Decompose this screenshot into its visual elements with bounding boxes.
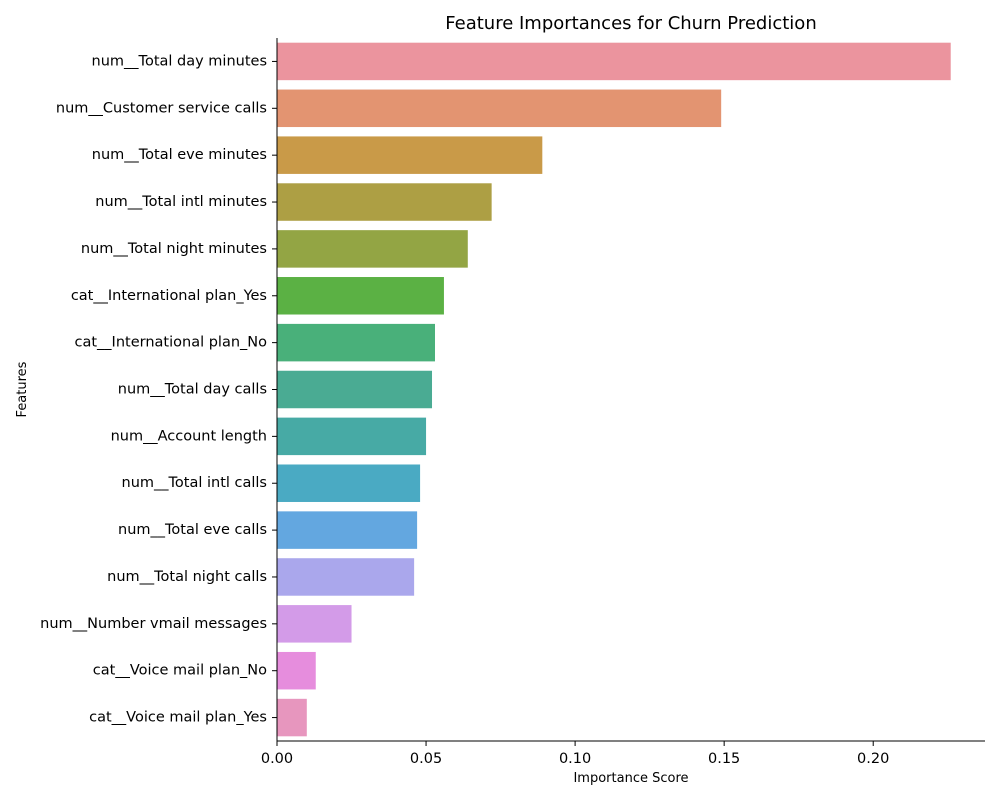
y-tick-label: num__Total eve minutes (92, 147, 267, 163)
x-tick-label: 0.15 (708, 751, 740, 767)
y-tick-label: num__Account length (111, 428, 267, 444)
y-tick-label: num__Total night minutes (81, 241, 267, 257)
bar (277, 417, 427, 456)
x-axis-ticks: 0.00 0.05 0.10 0.15 0.20 (261, 741, 889, 767)
bar (277, 136, 543, 174)
y-axis-label: Features (15, 361, 30, 417)
y-tick-label: num__Number vmail messages (40, 616, 267, 632)
bar (277, 323, 435, 362)
y-tick-label: num__Customer service calls (56, 100, 267, 116)
bar (277, 42, 951, 81)
y-tick-label: cat__International plan_No (75, 335, 268, 351)
bars-group (277, 42, 951, 737)
x-tick-label: 0.05 (410, 751, 442, 767)
bar (277, 651, 316, 690)
x-axis-label: Importance Score (573, 771, 688, 786)
chart-title: Feature Importances for Churn Prediction (445, 13, 816, 34)
y-axis-ticks: num__Total day minutes num__Customer serv… (40, 53, 277, 726)
bar (277, 230, 468, 268)
bar (277, 370, 433, 409)
x-tick-label: 0.10 (559, 751, 591, 767)
y-tick-label: num__Total intl minutes (95, 194, 267, 210)
y-tick-label: num__Total intl calls (122, 475, 268, 491)
bar (277, 277, 444, 315)
x-tick-label: 0.00 (261, 751, 293, 767)
bar (277, 558, 415, 596)
y-tick-label: cat__International plan_Yes (71, 288, 267, 304)
y-tick-label: cat__Voice mail plan_Yes (89, 710, 267, 726)
bar (277, 464, 421, 502)
bar (277, 511, 418, 549)
y-tick-label: num__Total day calls (118, 382, 267, 398)
y-tick-label: num__Total eve calls (118, 522, 267, 538)
x-tick-label: 0.20 (857, 751, 889, 767)
y-tick-label: num__Total night calls (107, 569, 267, 585)
bar (277, 698, 307, 737)
bar (277, 89, 722, 128)
y-tick-label: cat__Voice mail plan_No (93, 663, 267, 679)
bar (277, 183, 492, 221)
bar (277, 605, 352, 643)
y-tick-label: num__Total day minutes (92, 53, 267, 69)
